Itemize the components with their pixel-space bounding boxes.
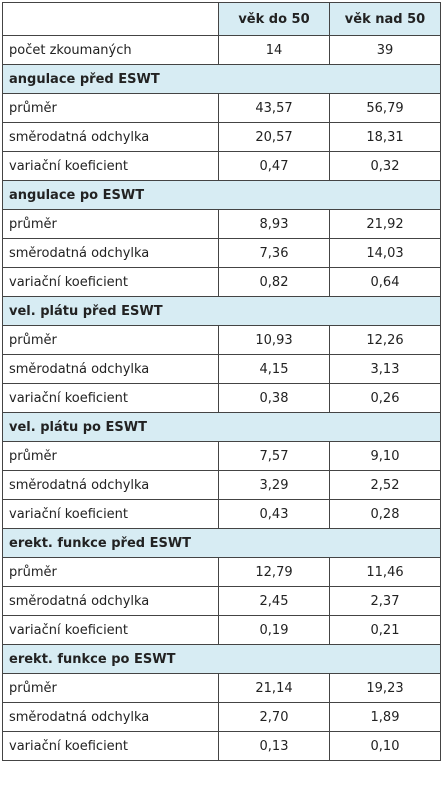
column-header: věk nad 50 [329, 2, 441, 36]
data-row: průměr 21,14 19,23 [2, 673, 441, 703]
value-cell: 0,21 [329, 615, 441, 645]
row-label: variační koeficient [2, 383, 219, 413]
section-row: erekt. funkce po ESWT [2, 644, 441, 674]
data-row: směrodatná odchylka 7,36 14,03 [2, 238, 441, 268]
value-cell: 2,37 [329, 586, 441, 616]
data-row: průměr 8,93 21,92 [2, 209, 441, 239]
data-row: směrodatná odchylka 4,15 3,13 [2, 354, 441, 384]
value-cell: 20,57 [218, 122, 330, 152]
data-row: průměr 43,57 56,79 [2, 93, 441, 123]
value-cell: 11,46 [329, 557, 441, 587]
value-cell: 0,64 [329, 267, 441, 297]
data-row: variační koeficient 0,82 0,64 [2, 267, 441, 297]
header-blank [2, 2, 219, 36]
data-row: průměr 12,79 11,46 [2, 557, 441, 587]
value-cell: 2,70 [218, 702, 330, 732]
row-label: směrodatná odchylka [2, 470, 219, 500]
section-row: erekt. funkce před ESWT [2, 528, 441, 558]
value-cell: 19,23 [329, 673, 441, 703]
section-title: vel. plátu před ESWT [2, 296, 441, 326]
row-label: průměr [2, 209, 219, 239]
value-cell: 56,79 [329, 93, 441, 123]
data-row: variační koeficient 0,43 0,28 [2, 499, 441, 529]
row-label: variační koeficient [2, 151, 219, 181]
data-row: variační koeficient 0,38 0,26 [2, 383, 441, 413]
value-cell: 7,36 [218, 238, 330, 268]
row-label: variační koeficient [2, 499, 219, 529]
value-cell: 21,14 [218, 673, 330, 703]
value-cell: 0,13 [218, 731, 330, 761]
data-row: směrodatná odchylka 2,45 2,37 [2, 586, 441, 616]
row-label: směrodatná odchylka [2, 354, 219, 384]
row-label: směrodatná odchylka [2, 702, 219, 732]
row-label: průměr [2, 673, 219, 703]
data-row: variační koeficient 0,13 0,10 [2, 731, 441, 761]
row-label: počet zkoumaných [2, 35, 219, 65]
row-label: průměr [2, 557, 219, 587]
value-cell: 12,26 [329, 325, 441, 355]
value-cell: 7,57 [218, 441, 330, 471]
value-cell: 18,31 [329, 122, 441, 152]
data-row: průměr 7,57 9,10 [2, 441, 441, 471]
data-table: věk do 50 věk nad 50 počet zkoumaných 14 39 a… [2, 2, 441, 761]
value-cell: 2,52 [329, 470, 441, 500]
value-cell: 1,89 [329, 702, 441, 732]
row-label: průměr [2, 93, 219, 123]
value-cell: 0,82 [218, 267, 330, 297]
value-cell: 0,43 [218, 499, 330, 529]
value-cell: 9,10 [329, 441, 441, 471]
section-title: erekt. funkce před ESWT [2, 528, 441, 558]
value-cell: 0,47 [218, 151, 330, 181]
data-row: variační koeficient 0,19 0,21 [2, 615, 441, 645]
section-row: angulace po ESWT [2, 180, 441, 210]
value-cell: 39 [329, 35, 441, 65]
header-row: věk do 50 věk nad 50 [2, 2, 441, 36]
row-label: směrodatná odchylka [2, 586, 219, 616]
data-row: směrodatná odchylka 2,70 1,89 [2, 702, 441, 732]
value-cell: 43,57 [218, 93, 330, 123]
section-title: angulace po ESWT [2, 180, 441, 210]
data-row: směrodatná odchylka 20,57 18,31 [2, 122, 441, 152]
section-title: angulace před ESWT [2, 64, 441, 94]
value-cell: 12,79 [218, 557, 330, 587]
section-title: erekt. funkce po ESWT [2, 644, 441, 674]
data-row: počet zkoumaných 14 39 [2, 35, 441, 65]
row-label: průměr [2, 441, 219, 471]
value-cell: 3,29 [218, 470, 330, 500]
section-row: vel. plátu před ESWT [2, 296, 441, 326]
value-cell: 2,45 [218, 586, 330, 616]
column-header: věk do 50 [218, 2, 330, 36]
value-cell: 0,10 [329, 731, 441, 761]
row-label: průměr [2, 325, 219, 355]
data-row: variační koeficient 0,47 0,32 [2, 151, 441, 181]
value-cell: 0,38 [218, 383, 330, 413]
value-cell: 0,32 [329, 151, 441, 181]
row-label: směrodatná odchylka [2, 238, 219, 268]
section-row: vel. plátu po ESWT [2, 412, 441, 442]
value-cell: 3,13 [329, 354, 441, 384]
row-label: variační koeficient [2, 267, 219, 297]
row-label: variační koeficient [2, 731, 219, 761]
value-cell: 0,28 [329, 499, 441, 529]
value-cell: 0,26 [329, 383, 441, 413]
value-cell: 10,93 [218, 325, 330, 355]
section-row: angulace před ESWT [2, 64, 441, 94]
row-label: směrodatná odchylka [2, 122, 219, 152]
data-row: průměr 10,93 12,26 [2, 325, 441, 355]
value-cell: 8,93 [218, 209, 330, 239]
value-cell: 0,19 [218, 615, 330, 645]
row-label: variační koeficient [2, 615, 219, 645]
value-cell: 14 [218, 35, 330, 65]
data-row: směrodatná odchylka 3,29 2,52 [2, 470, 441, 500]
value-cell: 14,03 [329, 238, 441, 268]
section-title: vel. plátu po ESWT [2, 412, 441, 442]
value-cell: 4,15 [218, 354, 330, 384]
value-cell: 21,92 [329, 209, 441, 239]
